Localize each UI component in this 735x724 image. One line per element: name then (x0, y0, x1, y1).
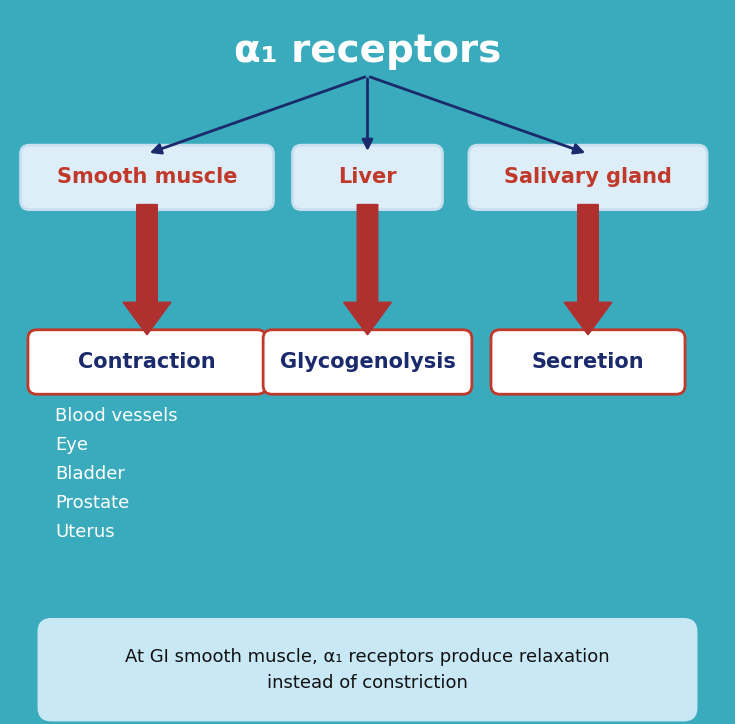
Text: Blood vessels: Blood vessels (55, 408, 178, 425)
FancyArrow shape (564, 204, 612, 334)
Text: At GI smooth muscle, α₁ receptors produce relaxation
instead of constriction: At GI smooth muscle, α₁ receptors produc… (125, 647, 610, 692)
FancyArrow shape (343, 204, 391, 334)
FancyArrow shape (123, 204, 171, 334)
FancyBboxPatch shape (263, 330, 472, 394)
FancyBboxPatch shape (293, 146, 442, 210)
FancyBboxPatch shape (28, 330, 266, 394)
Text: Liver: Liver (338, 167, 397, 188)
FancyBboxPatch shape (21, 146, 273, 210)
Text: Contraction: Contraction (78, 352, 216, 372)
Text: Prostate: Prostate (55, 494, 129, 512)
Text: Smooth muscle: Smooth muscle (57, 167, 237, 188)
FancyBboxPatch shape (491, 330, 685, 394)
Text: Eye: Eye (55, 437, 88, 454)
Text: Secretion: Secretion (531, 352, 645, 372)
Text: Uterus: Uterus (55, 523, 115, 541)
Text: Bladder: Bladder (55, 466, 125, 483)
FancyBboxPatch shape (38, 618, 697, 721)
Text: Glycogenolysis: Glycogenolysis (279, 352, 456, 372)
FancyBboxPatch shape (469, 146, 707, 210)
Text: Salivary gland: Salivary gland (504, 167, 672, 188)
Text: α₁ receptors: α₁ receptors (234, 32, 501, 70)
